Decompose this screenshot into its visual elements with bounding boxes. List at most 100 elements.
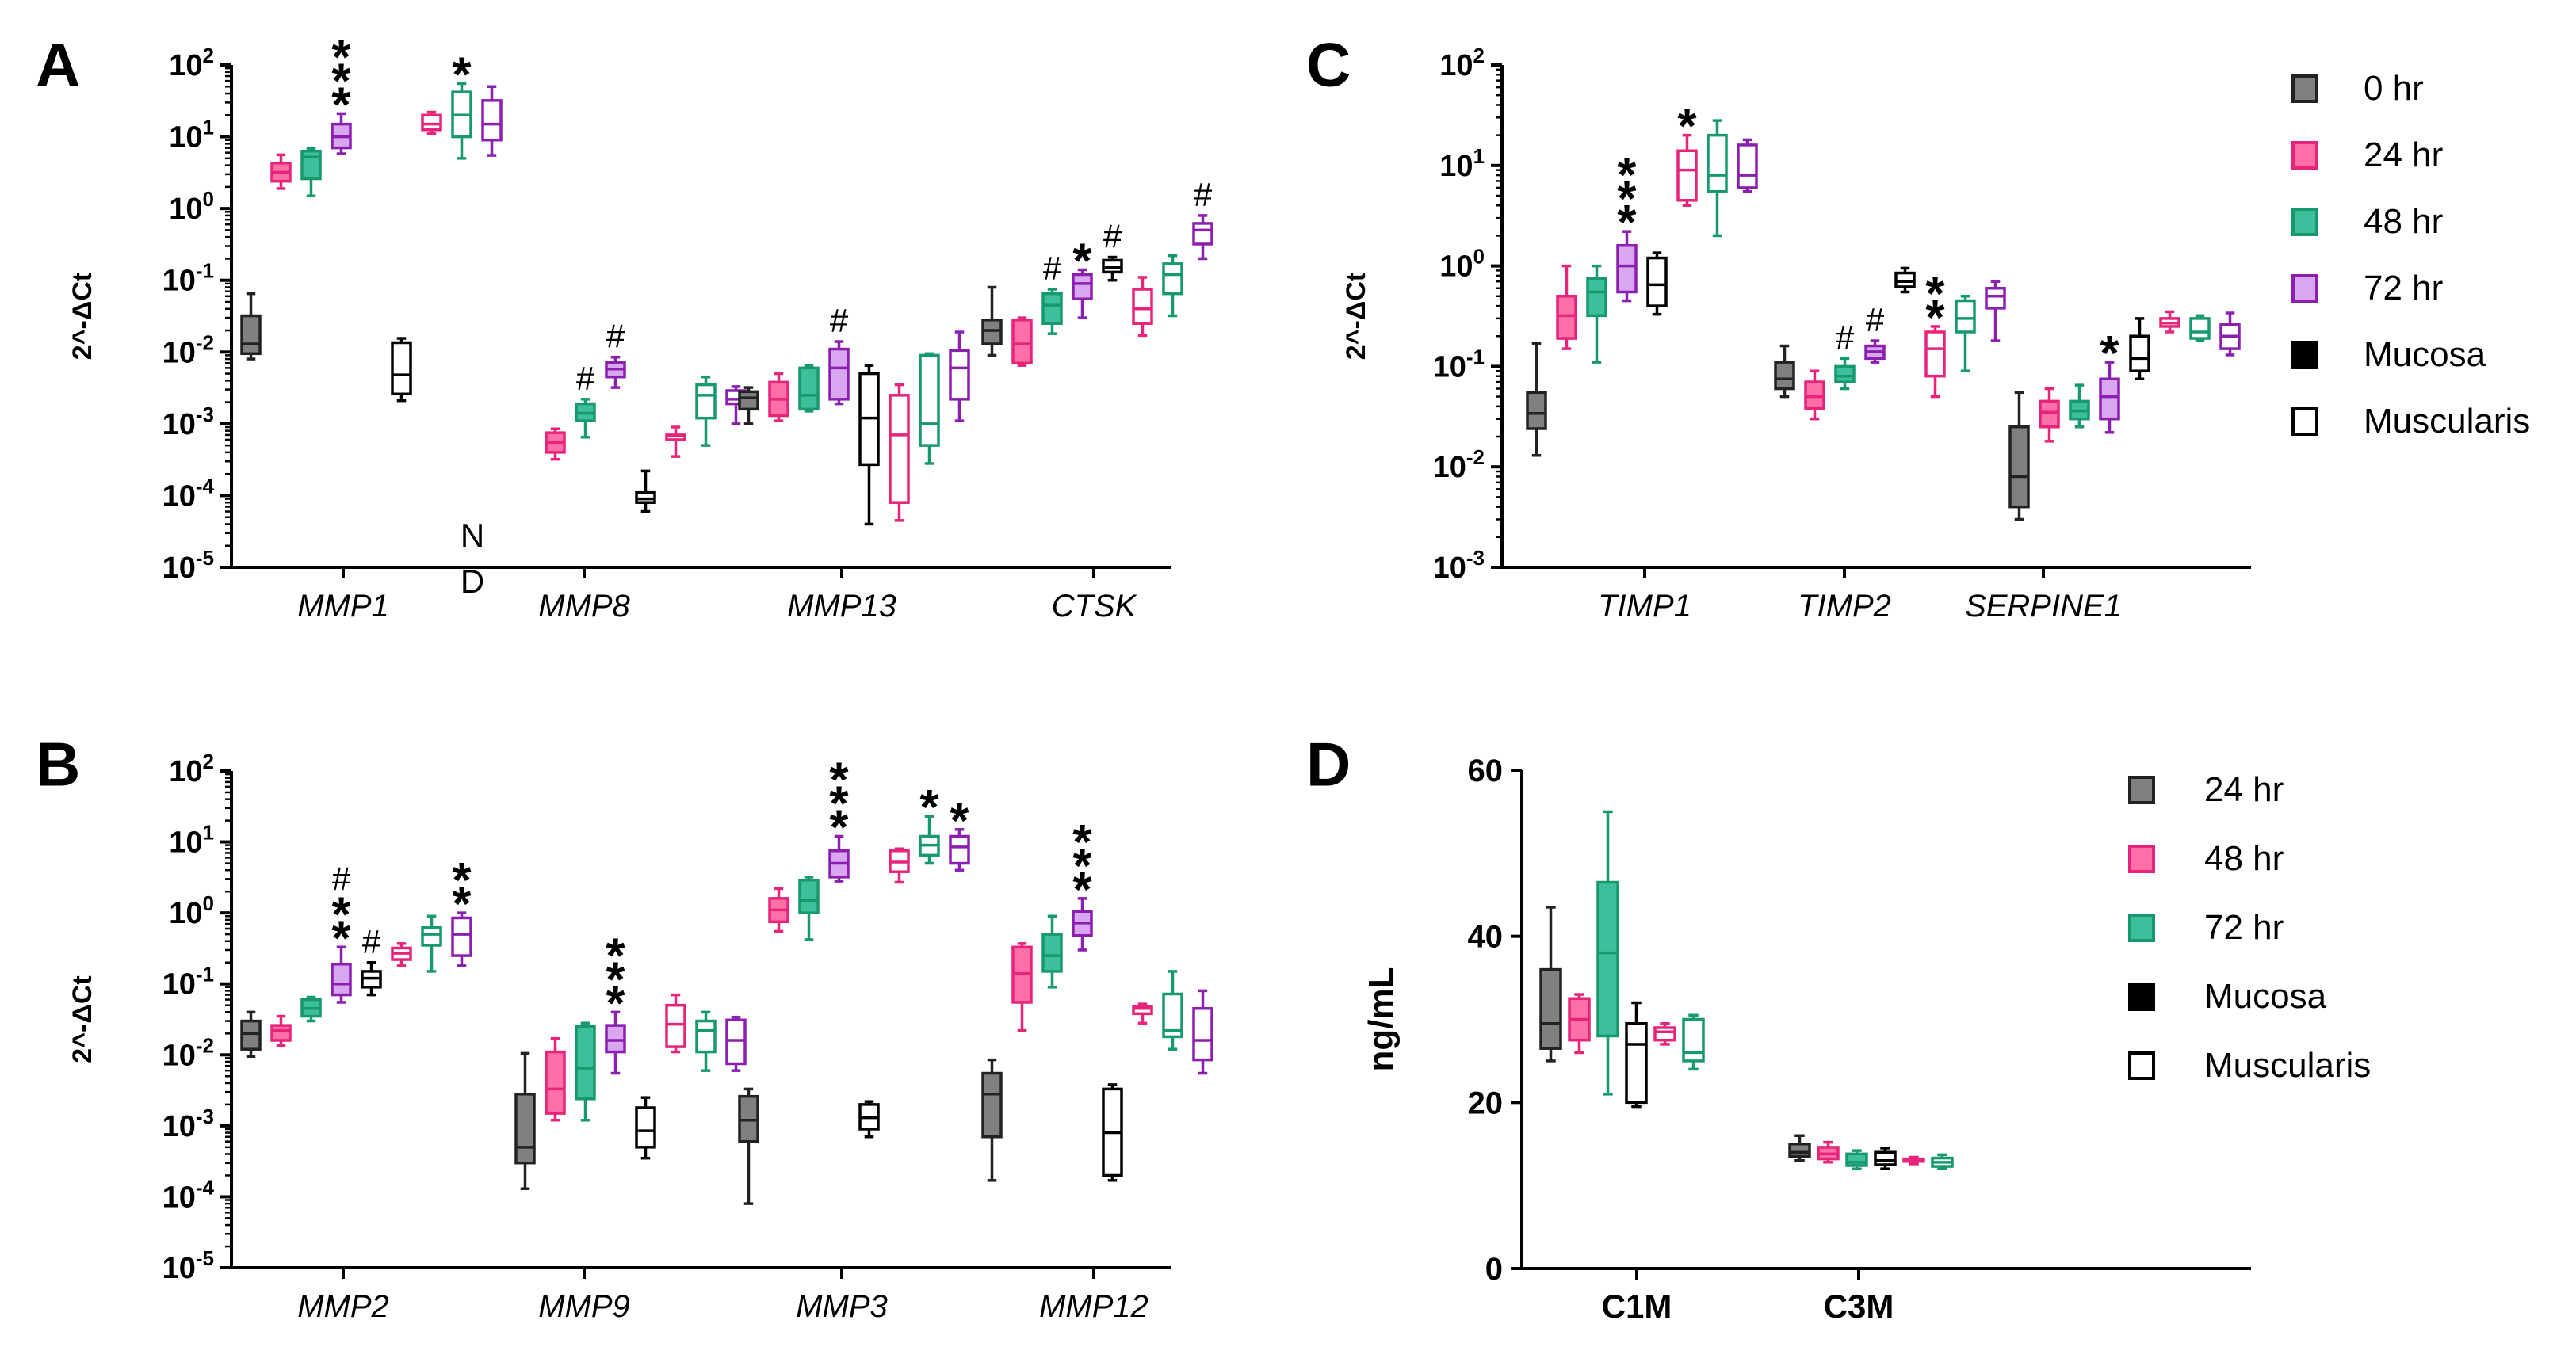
x-tick-label: MMP13: [787, 589, 896, 624]
y-tick-label: 101: [1439, 144, 1485, 183]
significance-star: *: [829, 777, 849, 831]
y-tick-label: 100: [169, 187, 214, 226]
significance-star: *: [1617, 196, 1637, 250]
box-iqr: [240, 1019, 262, 1051]
box-iqr: [1192, 1007, 1213, 1062]
box-iqr: [1596, 880, 1619, 1038]
significance-hash: #: [1103, 218, 1122, 255]
box-24hr: [1011, 316, 1033, 367]
box-48hr: [798, 876, 820, 941]
box-0hr: [1526, 342, 1547, 457]
box-72hr: [605, 1010, 626, 1075]
box-iqr: [451, 916, 472, 957]
box-0hr: [514, 1051, 536, 1190]
box-iqr: [2008, 425, 2030, 509]
box-mucosa: [858, 364, 880, 526]
box-24hr: [391, 942, 412, 967]
box-72hr: [2219, 311, 2241, 357]
box-48hr: [919, 815, 940, 865]
box-iqr: [421, 925, 442, 947]
legend-label: 48 hr: [2204, 839, 2284, 878]
x-tick-label: MMP9: [538, 1289, 630, 1324]
box-48hr: [451, 82, 472, 160]
legend-swatch-24hr: [2128, 845, 2155, 873]
panel-c: C 102 101 100 10-1 10-2 10-3 2^-ΔCt TIMP1 TIMP2 SE…: [1306, 30, 2530, 624]
box-24hr: [1568, 993, 1591, 1055]
x-tick-label: MMP12: [1039, 1289, 1148, 1324]
box-72hr: [1072, 897, 1093, 952]
box-iqr: [1845, 1152, 1868, 1167]
legend-swatch-72hr: [2291, 274, 2318, 303]
x-tick-label: MMP1: [297, 589, 389, 624]
box-72hr: [828, 834, 850, 883]
box-72hr: [725, 1015, 747, 1072]
box-iqr: [575, 1025, 596, 1101]
box-24hr: [665, 993, 686, 1054]
box-iqr: [1041, 292, 1063, 325]
legend-label: 0 hr: [2364, 69, 2424, 108]
x-tick-label: C3M: [1824, 1288, 1894, 1325]
box-0hr: [738, 1087, 759, 1205]
significance-star: *: [919, 780, 939, 835]
box-72hr: [605, 355, 626, 389]
box-mucosa: [1874, 1147, 1897, 1170]
box-mucosa: [635, 1096, 656, 1160]
box-mucosa: [1646, 251, 1668, 316]
box-24hr: [421, 110, 442, 135]
box-48hr: [1955, 295, 1976, 372]
box-iqr: [919, 353, 940, 447]
box-iqr: [1682, 1017, 1705, 1063]
box-0hr: [240, 1010, 262, 1059]
box-72hr: [1192, 989, 1213, 1075]
significance-star: *: [452, 48, 472, 103]
box-iqr: [981, 1071, 1003, 1139]
significance-hash: #: [1194, 176, 1213, 213]
box-72hr: [949, 828, 970, 872]
box-24hr: [768, 887, 789, 933]
box-iqr: [2039, 399, 2060, 429]
significance-hash: #: [830, 302, 849, 339]
box-iqr: [1539, 967, 1562, 1050]
box-72hr: [1737, 138, 1758, 193]
box-iqr: [949, 834, 970, 865]
x-tick-label: C1M: [1602, 1288, 1672, 1325]
box-iqr: [300, 149, 322, 181]
significance-star: *: [331, 54, 351, 109]
box-iqr: [514, 1093, 536, 1165]
box-iqr: [2099, 377, 2120, 421]
box-48hr: [300, 995, 322, 1023]
significance-star: *: [452, 877, 472, 932]
box-iqr: [1653, 1026, 1676, 1042]
box-mucosa: [635, 469, 656, 513]
y-tick-label: 10-4: [162, 474, 215, 513]
legend-swatch-0hr: [2291, 74, 2318, 103]
significance-hash: #: [362, 923, 381, 960]
box-48hr: [1931, 1153, 1954, 1170]
significance-star: *: [1072, 234, 1092, 288]
box-0hr: [2008, 391, 2030, 521]
y-tick-label: 10-2: [1433, 445, 1485, 484]
box-48hr: [1707, 119, 1728, 238]
box-0hr: [1788, 1134, 1811, 1162]
y-tick-label: 10-2: [162, 1033, 214, 1072]
box-24hr: [1132, 276, 1153, 338]
legend-label: Muscularis: [2364, 402, 2530, 441]
box-iqr: [1625, 1021, 1648, 1105]
legend-label: Muscularis: [2204, 1046, 2371, 1085]
y-axis-label: ng/mL: [1362, 967, 1401, 1072]
panel-label: D: [1306, 730, 1351, 799]
box-24hr: [545, 1036, 566, 1122]
box-48hr: [1041, 288, 1063, 335]
significance-hash: #: [606, 318, 625, 355]
significance-star: *: [606, 976, 625, 1031]
box-48hr: [1162, 254, 1183, 318]
y-tick-label: 10-1: [1433, 345, 1485, 383]
y-axis-label: 2^-ΔCt: [67, 975, 97, 1063]
box-0hr: [1774, 344, 1795, 399]
box-iqr: [889, 394, 910, 504]
box-72hr: [331, 112, 352, 155]
x-tick-label: MMP2: [297, 1289, 389, 1324]
box-iqr: [1788, 1143, 1811, 1158]
box-48hr: [421, 914, 442, 973]
box-iqr: [1011, 319, 1033, 365]
